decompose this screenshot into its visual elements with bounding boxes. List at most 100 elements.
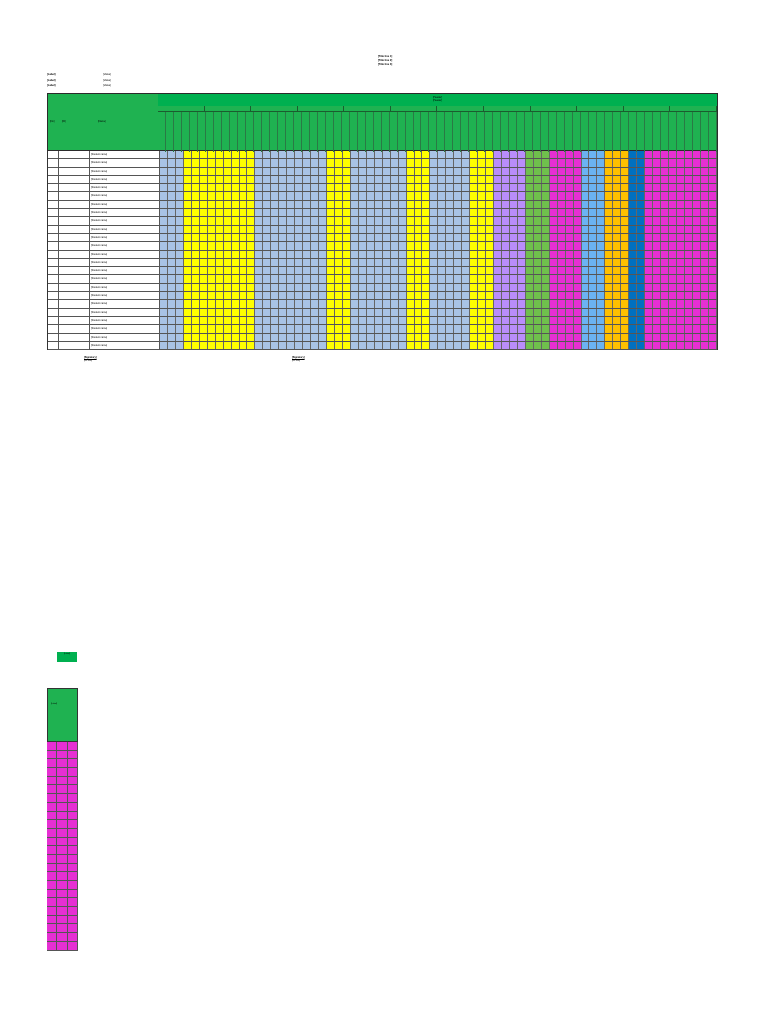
mini-row	[47, 924, 78, 934]
grade-cell	[263, 258, 272, 267]
grade-cell	[692, 200, 701, 209]
grade-cell	[637, 316, 646, 325]
grade-cell	[231, 233, 240, 242]
grade-cell	[517, 233, 526, 242]
grade-cell	[231, 341, 240, 350]
grade-cell	[629, 308, 638, 316]
grade-cell	[597, 308, 606, 316]
grade-cell	[454, 167, 463, 175]
header-subcolumn	[278, 112, 286, 152]
grade-cell	[509, 300, 518, 308]
grade-cell	[183, 292, 192, 300]
row-number	[48, 217, 59, 225]
grade-cell	[669, 184, 677, 192]
grade-cell	[215, 184, 224, 192]
grade-cell	[700, 209, 709, 217]
meta-value: [Value]	[103, 73, 111, 76]
mini-cell	[47, 794, 58, 802]
grade-cell	[446, 175, 455, 184]
grade-cell	[191, 217, 200, 225]
grade-cell	[398, 242, 407, 250]
grade-cell	[422, 250, 431, 258]
grade-cell	[549, 250, 558, 258]
grade-cell	[517, 275, 526, 283]
grade-cell	[470, 175, 479, 184]
grade-cell	[231, 275, 240, 283]
grade-cell	[494, 151, 502, 159]
student-name: [Student name]	[90, 233, 160, 242]
grade-cell	[215, 209, 224, 217]
grade-cell	[438, 184, 447, 192]
grade-cell	[589, 151, 598, 159]
grade-cell	[462, 275, 471, 283]
row-id	[59, 258, 90, 267]
grade-cell	[414, 233, 423, 242]
grade-cell	[573, 175, 582, 184]
grade-cell	[263, 300, 272, 308]
grade-cell	[684, 316, 693, 325]
grade-cell	[422, 258, 431, 267]
grade-cell	[414, 200, 423, 209]
grade-cell	[692, 192, 701, 200]
header-subcolumn	[509, 112, 518, 152]
grade-cell	[605, 242, 614, 250]
grade-sheet: [No] [ID] [Name] [Header] [Header] [Stud…	[47, 93, 718, 351]
grade-cell	[160, 209, 168, 217]
grade-cell	[565, 151, 574, 159]
grade-cell	[501, 200, 510, 209]
table-row: [Student name]	[48, 151, 717, 160]
mini-cell	[57, 820, 68, 828]
grade-cell	[669, 292, 677, 300]
grade-cell	[613, 184, 622, 192]
grade-cell	[684, 267, 693, 275]
band-title-2: [Header]	[432, 99, 443, 102]
grade-cell	[327, 333, 335, 341]
grade-cell	[199, 341, 208, 350]
grade-cell	[478, 242, 487, 250]
grade-cell	[605, 300, 614, 308]
grade-cell	[684, 217, 693, 225]
mini-cell	[57, 863, 68, 872]
mini-cell	[67, 785, 78, 794]
grade-cell	[327, 184, 335, 192]
grade-cell	[684, 283, 693, 292]
grade-cell	[494, 341, 502, 350]
grade-cell	[708, 242, 717, 250]
table-row: [Student name]	[48, 283, 717, 293]
grade-cell	[175, 325, 184, 333]
grade-cell	[327, 275, 335, 283]
grade-cell	[621, 175, 630, 184]
grade-cell	[167, 217, 176, 225]
grade-cell	[207, 225, 216, 233]
mini-row	[47, 768, 78, 777]
grade-cell	[629, 192, 638, 200]
grade-cell	[319, 192, 328, 200]
grade-cell	[327, 233, 335, 242]
grade-cell	[398, 159, 407, 167]
grade-cell	[470, 225, 479, 233]
header-subcolumn	[398, 112, 406, 152]
grade-cell	[605, 175, 614, 184]
grade-cell	[231, 292, 240, 300]
grade-cell	[462, 151, 471, 159]
grade-cells	[160, 308, 717, 316]
grade-cell	[319, 225, 328, 233]
student-name: [Student name]	[90, 209, 160, 217]
grade-cell	[231, 159, 240, 167]
grade-cell	[454, 184, 463, 192]
grade-cell	[358, 316, 367, 325]
grade-cell	[541, 209, 550, 217]
grade-cell	[398, 300, 407, 308]
grade-cell	[303, 325, 312, 333]
grade-cell	[191, 225, 200, 233]
grade-cell	[183, 283, 192, 292]
grade-cell	[462, 267, 471, 275]
grade-cell	[509, 192, 518, 200]
grade-cell	[207, 151, 216, 159]
grade-cell	[231, 225, 240, 233]
grade-cell	[494, 333, 502, 341]
grade-cell	[398, 283, 407, 292]
grade-cell	[501, 292, 510, 300]
grade-cell	[692, 300, 701, 308]
grade-cell	[470, 159, 479, 167]
